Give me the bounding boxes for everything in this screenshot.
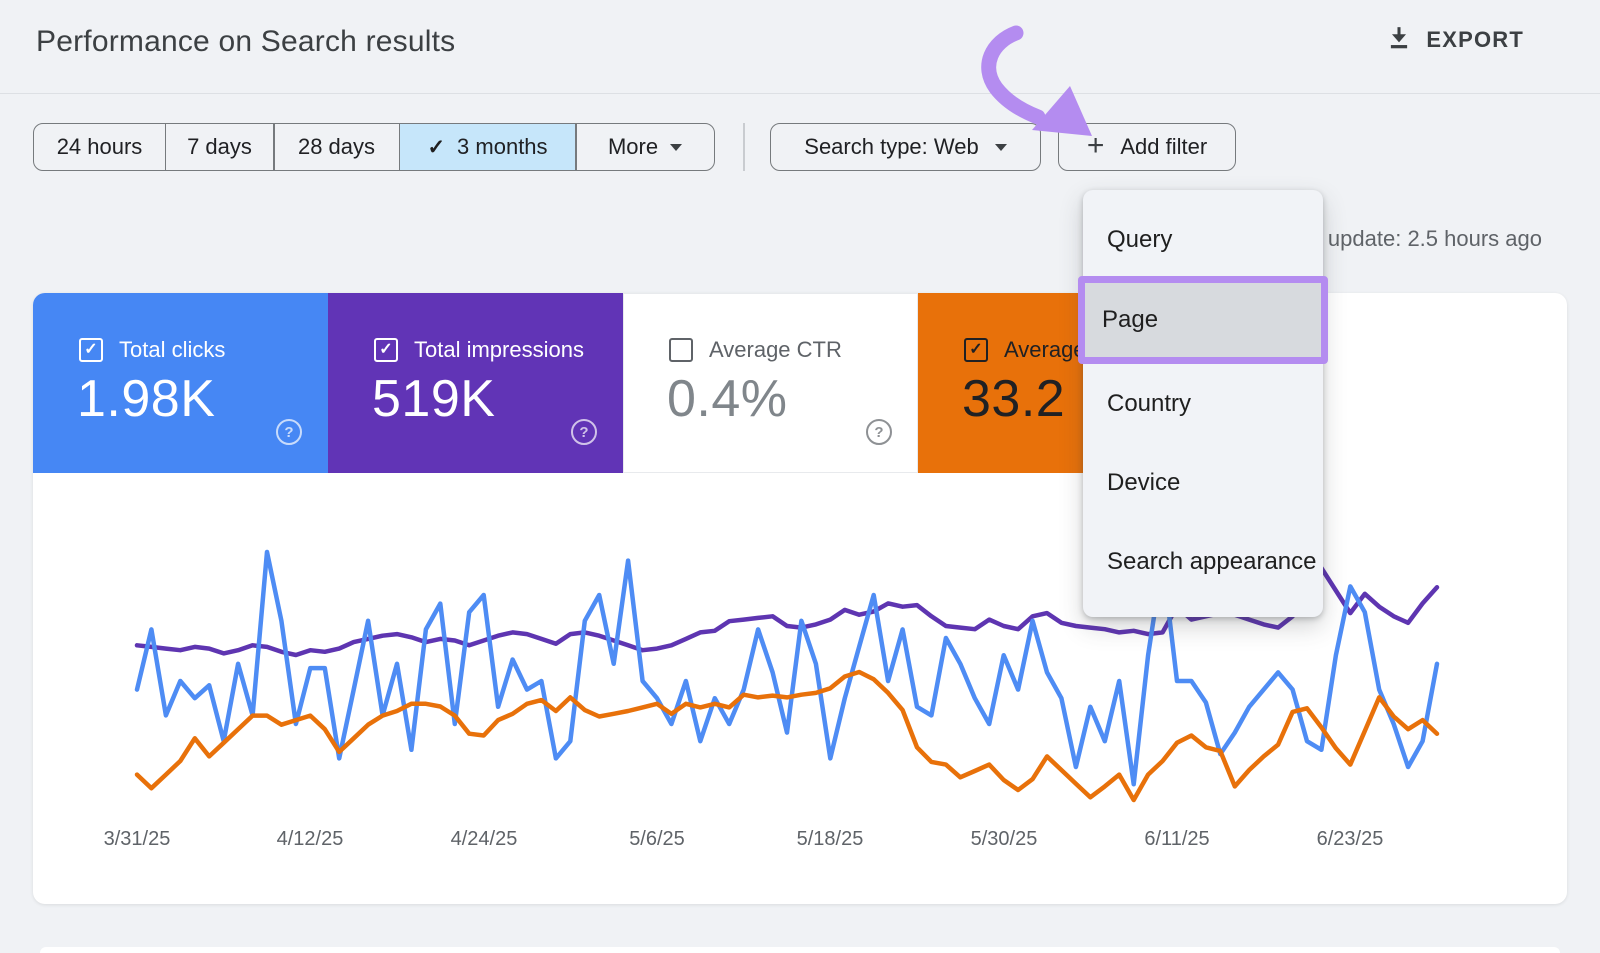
header-divider [0,93,1600,94]
export-button[interactable]: EXPORT [1380,24,1530,55]
filter-separator [743,123,745,171]
chevron-down-icon [994,143,1007,151]
download-icon [1386,25,1412,54]
performance-card: ✓ Total clicks 1.98K ? ✓ Total impressio… [33,293,1567,904]
menu-item-query[interactable]: Query [1107,226,1173,253]
date-range-group: 24 hours 7 days 28 days ✓ 3 months More [33,123,715,171]
date-range-28-days[interactable]: 28 days [273,123,400,171]
metric-average-ctr[interactable]: Average CTR 0.4% ? [623,293,918,473]
metric-value: 1.98K [77,370,216,428]
metric-total-clicks[interactable]: ✓ Total clicks 1.98K ? [33,293,328,473]
metric-value: 0.4% [667,370,788,428]
add-filter-menu: Query Page Country Device Search appeara… [1078,190,1328,617]
metric-label: Total impressions [414,337,584,362]
svg-text:6/11/25: 6/11/25 [1144,828,1209,850]
page-title: Performance on Search results [36,25,456,58]
svg-text:5/30/25: 5/30/25 [971,828,1038,850]
metric-value: 33.2 [962,370,1066,428]
metric-label: Total clicks [119,337,226,362]
svg-text:4/12/25: 4/12/25 [277,828,344,850]
metric-label: Average CTR [709,337,842,362]
checkmark-icon: ✓ [427,135,446,159]
date-range-more[interactable]: More [575,123,715,171]
date-range-7-days[interactable]: 7 days [164,123,275,171]
help-icon[interactable]: ? [276,419,302,445]
add-filter-button[interactable]: + Add filter [1058,123,1236,171]
metric-row: ✓ Total clicks 1.98K ? ✓ Total impressio… [33,293,1213,473]
menu-item-search-appearance[interactable]: Search appearance [1107,547,1317,575]
help-icon[interactable]: ? [866,419,892,445]
metric-checkbox[interactable]: ✓ [79,338,103,362]
date-range-24-hours[interactable]: 24 hours [33,123,166,171]
svg-text:5/18/25: 5/18/25 [797,828,864,850]
filter-bar: 24 hours 7 days 28 days ✓ 3 months More … [33,123,1236,171]
menu-item-country[interactable]: Country [1107,389,1192,417]
last-update-text: Last update: 2.5 hours ago [1280,226,1542,251]
svg-text:3/31/25: 3/31/25 [104,828,171,850]
svg-text:4/24/25: 4/24/25 [451,828,518,850]
metric-checkbox[interactable] [669,338,693,362]
help-icon[interactable]: ? [571,419,597,445]
svg-text:6/23/25: 6/23/25 [1317,828,1384,850]
date-range-3-months[interactable]: ✓ 3 months [398,123,577,171]
metric-total-impressions[interactable]: ✓ Total impressions 519K ? [328,293,623,473]
svg-text:5/6/25: 5/6/25 [629,828,685,850]
search-type-dropdown[interactable]: Search type: Web [770,123,1041,171]
plus-icon: + [1086,128,1105,162]
metric-checkbox[interactable]: ✓ [374,338,398,362]
chevron-down-icon [670,143,683,151]
performance-chart: 3/31/25 4/12/25 4/24/25 5/6/25 5/18/25 5/30/2… [33,473,1567,873]
next-section-card [40,947,1560,953]
metric-value: 519K [372,370,496,428]
menu-item-device[interactable]: Device [1107,468,1181,496]
metric-checkbox[interactable]: ✓ [964,338,988,362]
export-label: EXPORT [1426,26,1524,52]
menu-item-page[interactable]: Page [1078,276,1328,364]
